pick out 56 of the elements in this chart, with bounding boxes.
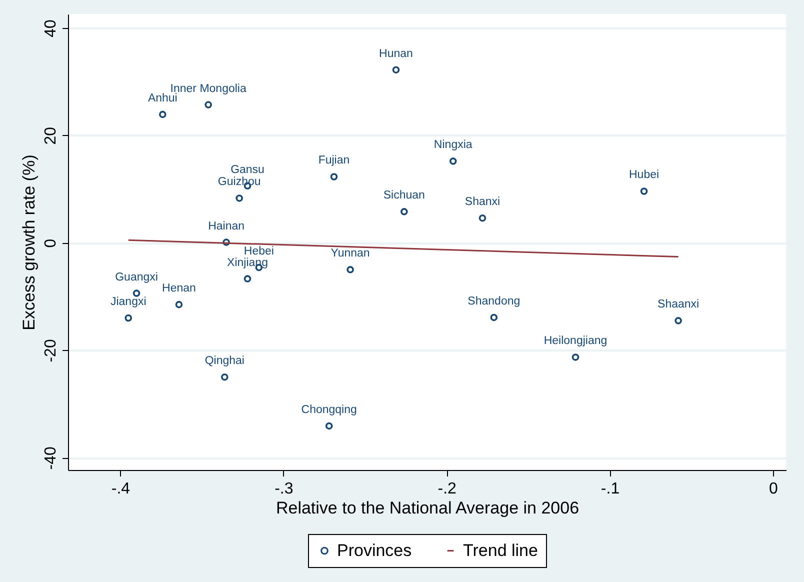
annotation: Chongqing xyxy=(301,404,357,416)
x-tick-label: -.2 xyxy=(438,480,457,498)
annotation: Hunan xyxy=(379,48,413,60)
y-axis-title: Excess growth rate (%) xyxy=(20,154,38,330)
x-tick-label: -.1 xyxy=(600,480,620,498)
legend-label: Provinces xyxy=(337,540,412,560)
point xyxy=(640,188,648,195)
annotation: Xinjiang xyxy=(227,256,268,269)
annotation: Guangxi xyxy=(115,271,158,284)
point xyxy=(222,238,230,246)
point xyxy=(236,194,243,202)
point xyxy=(572,354,580,361)
annotation: Shaanxi xyxy=(658,298,700,311)
annotation: Shandong xyxy=(468,295,520,308)
x-tick-label: -.3 xyxy=(274,480,294,498)
point xyxy=(124,314,132,322)
annotation: Hubei xyxy=(629,169,660,182)
point xyxy=(330,173,338,180)
annotation: Yunnan xyxy=(330,248,370,260)
legend-label: Trend line xyxy=(463,540,538,560)
point xyxy=(132,290,140,297)
y-tick-label: -20 xyxy=(42,339,60,362)
point xyxy=(175,300,183,308)
annotation: Qinghai xyxy=(204,355,244,368)
annotation: Inner Mongolia xyxy=(170,82,247,95)
point xyxy=(221,373,228,381)
annotation: Hainan xyxy=(208,220,245,232)
annotation: Ningxia xyxy=(434,139,473,152)
point xyxy=(392,66,400,74)
point xyxy=(490,314,498,322)
y-tick-label: 0 xyxy=(42,238,60,248)
point xyxy=(449,158,457,165)
annotation: Anhui xyxy=(148,92,178,104)
point xyxy=(325,422,333,430)
x-tick-label: 0 xyxy=(768,480,778,498)
point xyxy=(204,101,212,108)
point xyxy=(159,110,166,118)
annotation: Heilongjiang xyxy=(544,335,608,348)
point xyxy=(478,214,486,222)
annotation: Shanxi xyxy=(464,196,500,208)
annotation: Hebei xyxy=(244,246,274,258)
y-tick-label: -40 xyxy=(42,446,60,470)
point xyxy=(346,266,354,274)
point xyxy=(244,275,252,282)
annotation: Henan xyxy=(162,282,196,295)
annotation: Sichuan xyxy=(383,190,425,202)
x-tick-label: -.4 xyxy=(111,480,130,498)
x-axis-title: Relative to the National Average in 2006 xyxy=(276,498,580,518)
annotation: Gansu xyxy=(230,164,264,176)
annotation: Jiangxi xyxy=(110,296,146,308)
point xyxy=(674,317,682,324)
y-tick-label: 20 xyxy=(42,126,60,145)
annotation: Guizhou xyxy=(218,176,261,188)
y-tick-label: 40 xyxy=(42,19,60,38)
point xyxy=(400,208,408,216)
annotation: Fujian xyxy=(318,154,350,167)
